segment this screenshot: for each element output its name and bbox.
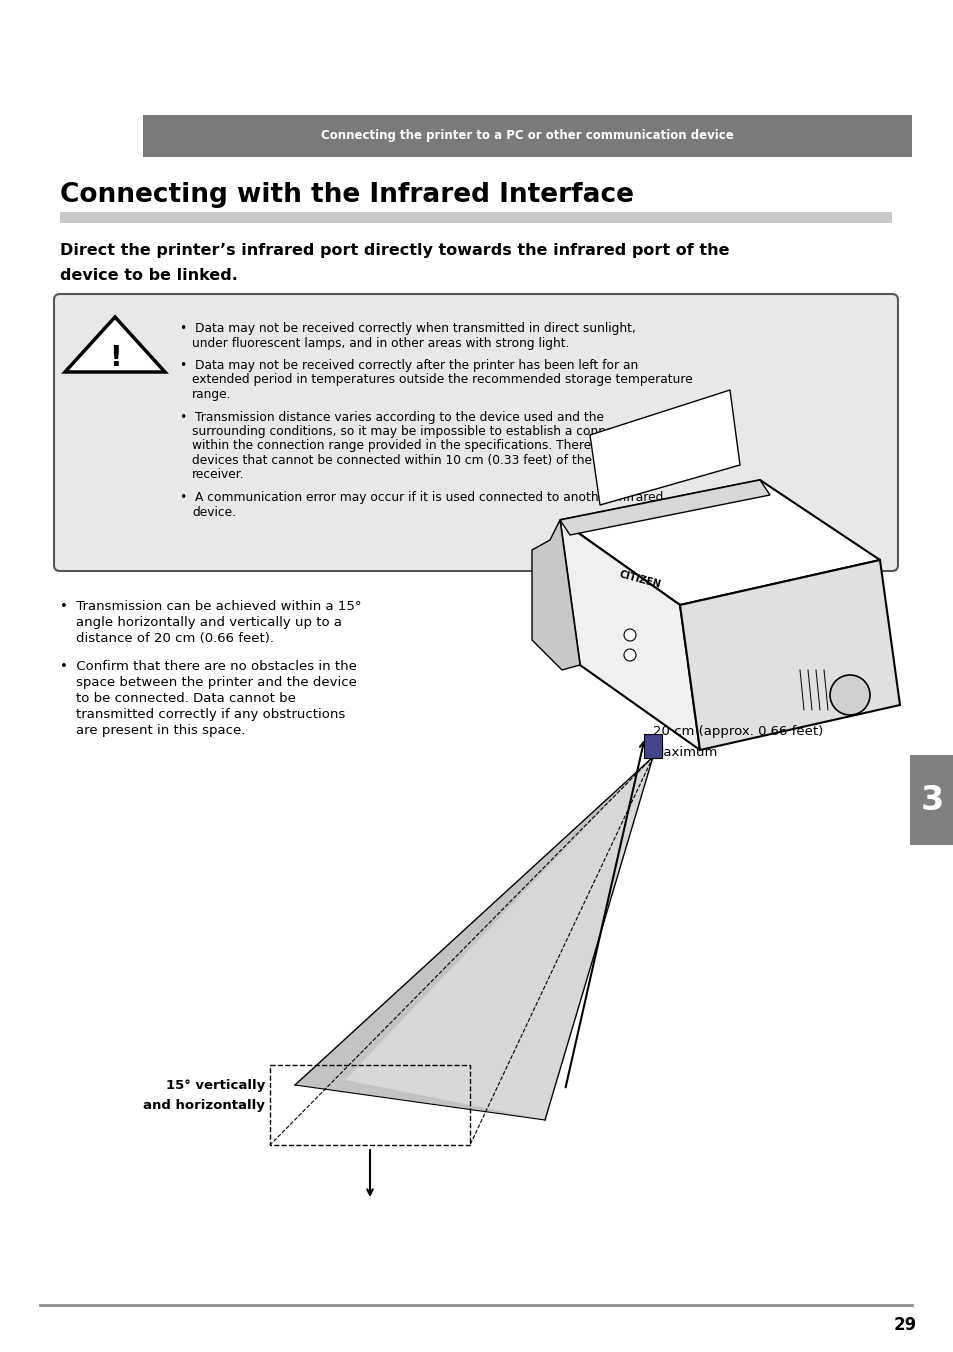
Text: angle horizontally and vertically up to a: angle horizontally and vertically up to … <box>76 617 341 629</box>
Text: devices that cannot be connected within 10 cm (0.33 feet) of the light: devices that cannot be connected within … <box>192 454 622 466</box>
FancyBboxPatch shape <box>643 734 661 758</box>
Text: !: ! <box>109 343 121 372</box>
Text: distance of 20 cm (0.66 feet).: distance of 20 cm (0.66 feet). <box>76 631 274 645</box>
Text: Maximum: Maximum <box>652 745 718 758</box>
Text: •  Confirm that there are no obstacles in the: • Confirm that there are no obstacles in… <box>60 660 356 673</box>
Text: 15° vertically: 15° vertically <box>166 1079 265 1091</box>
Text: •  A communication error may occur if it is used connected to another infrared: • A communication error may occur if it … <box>180 491 662 504</box>
FancyBboxPatch shape <box>54 293 897 571</box>
Text: range.: range. <box>192 388 232 402</box>
Polygon shape <box>345 757 652 1119</box>
Text: transmitted correctly if any obstructions: transmitted correctly if any obstruction… <box>76 708 345 721</box>
FancyBboxPatch shape <box>909 754 953 845</box>
Text: CITIZEN: CITIZEN <box>618 569 661 591</box>
Polygon shape <box>559 521 700 750</box>
Polygon shape <box>294 757 652 1119</box>
Polygon shape <box>65 316 165 372</box>
Text: and horizontally: and horizontally <box>143 1098 265 1111</box>
Text: 3: 3 <box>920 784 943 817</box>
Text: are present in this space.: are present in this space. <box>76 725 245 737</box>
Circle shape <box>623 649 636 661</box>
Text: extended period in temperatures outside the recommended storage temperature: extended period in temperatures outside … <box>192 373 692 387</box>
Text: •  Data may not be received correctly when transmitted in direct sunlight,: • Data may not be received correctly whe… <box>180 322 636 335</box>
Text: •  Transmission can be achieved within a 15°: • Transmission can be achieved within a … <box>60 600 361 612</box>
Text: •  Data may not be received correctly after the printer has been left for an: • Data may not be received correctly aft… <box>180 360 638 372</box>
Text: 29: 29 <box>892 1315 916 1334</box>
Text: Connecting the printer to a PC or other communication device: Connecting the printer to a PC or other … <box>320 130 733 142</box>
Text: surrounding conditions, so it may be impossible to establish a connection: surrounding conditions, so it may be imp… <box>192 425 643 438</box>
Text: Connecting with the Infrared Interface: Connecting with the Infrared Interface <box>60 183 634 208</box>
Text: within the connection range provided in the specifications. There are: within the connection range provided in … <box>192 439 615 453</box>
Polygon shape <box>559 480 769 535</box>
Text: •  Transmission distance varies according to the device used and the: • Transmission distance varies according… <box>180 411 603 423</box>
Circle shape <box>623 629 636 641</box>
Text: Direct the printer’s infrared port directly towards the infrared port of the: Direct the printer’s infrared port direc… <box>60 242 729 257</box>
Polygon shape <box>559 480 879 604</box>
Text: device.: device. <box>192 506 235 519</box>
Text: under fluorescent lamps, and in other areas with strong light.: under fluorescent lamps, and in other ar… <box>192 337 569 350</box>
Polygon shape <box>589 389 740 506</box>
Circle shape <box>829 675 869 715</box>
Text: space between the printer and the device: space between the printer and the device <box>76 676 356 690</box>
Text: receiver.: receiver. <box>192 469 244 481</box>
Text: to be connected. Data cannot be: to be connected. Data cannot be <box>76 692 295 704</box>
Text: 20 cm (approx. 0.66 feet): 20 cm (approx. 0.66 feet) <box>652 726 822 738</box>
Polygon shape <box>679 560 899 750</box>
Polygon shape <box>532 521 579 671</box>
FancyBboxPatch shape <box>60 212 891 223</box>
Text: device to be linked.: device to be linked. <box>60 268 237 283</box>
FancyBboxPatch shape <box>143 115 911 157</box>
